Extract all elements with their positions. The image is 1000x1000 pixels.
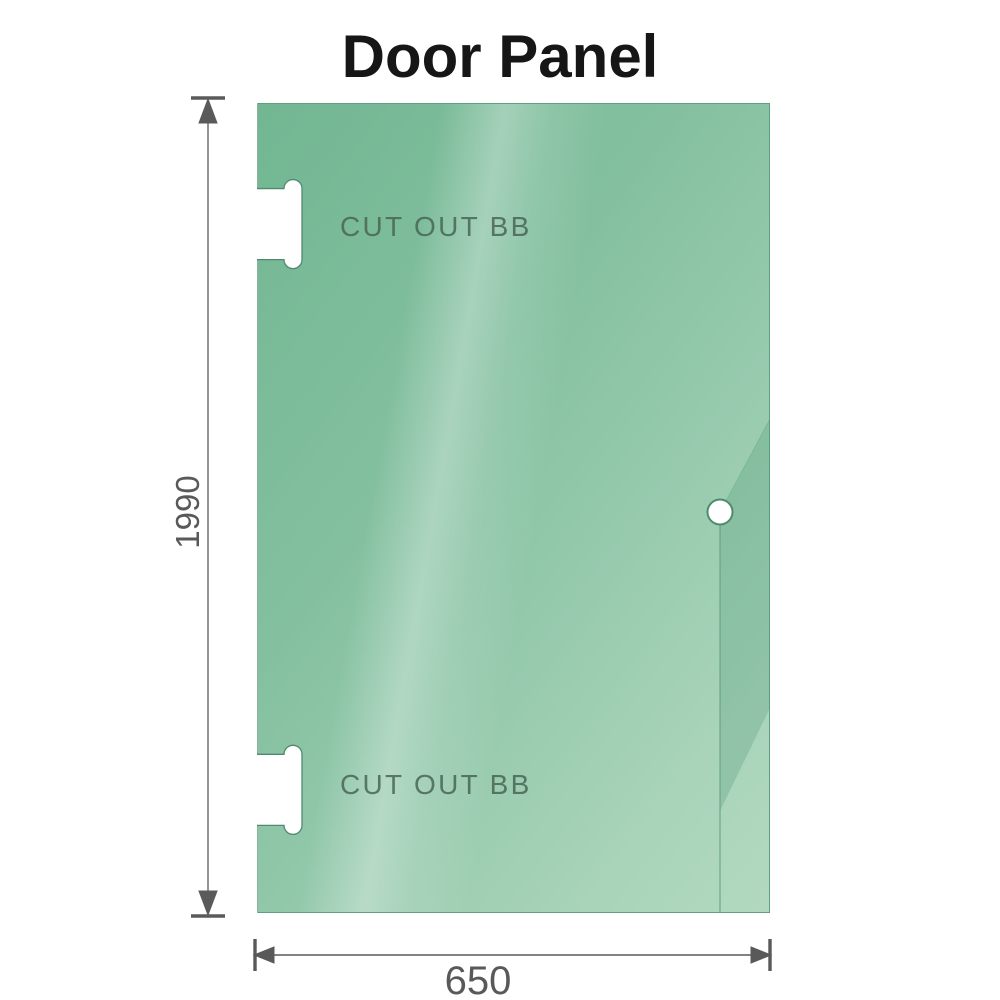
- svg-text:1990: 1990: [169, 475, 206, 548]
- svg-text:CUT OUT BB: CUT OUT BB: [340, 769, 532, 800]
- svg-text:CUT OUT BB: CUT OUT BB: [340, 211, 532, 242]
- svg-text:650: 650: [445, 959, 512, 1000]
